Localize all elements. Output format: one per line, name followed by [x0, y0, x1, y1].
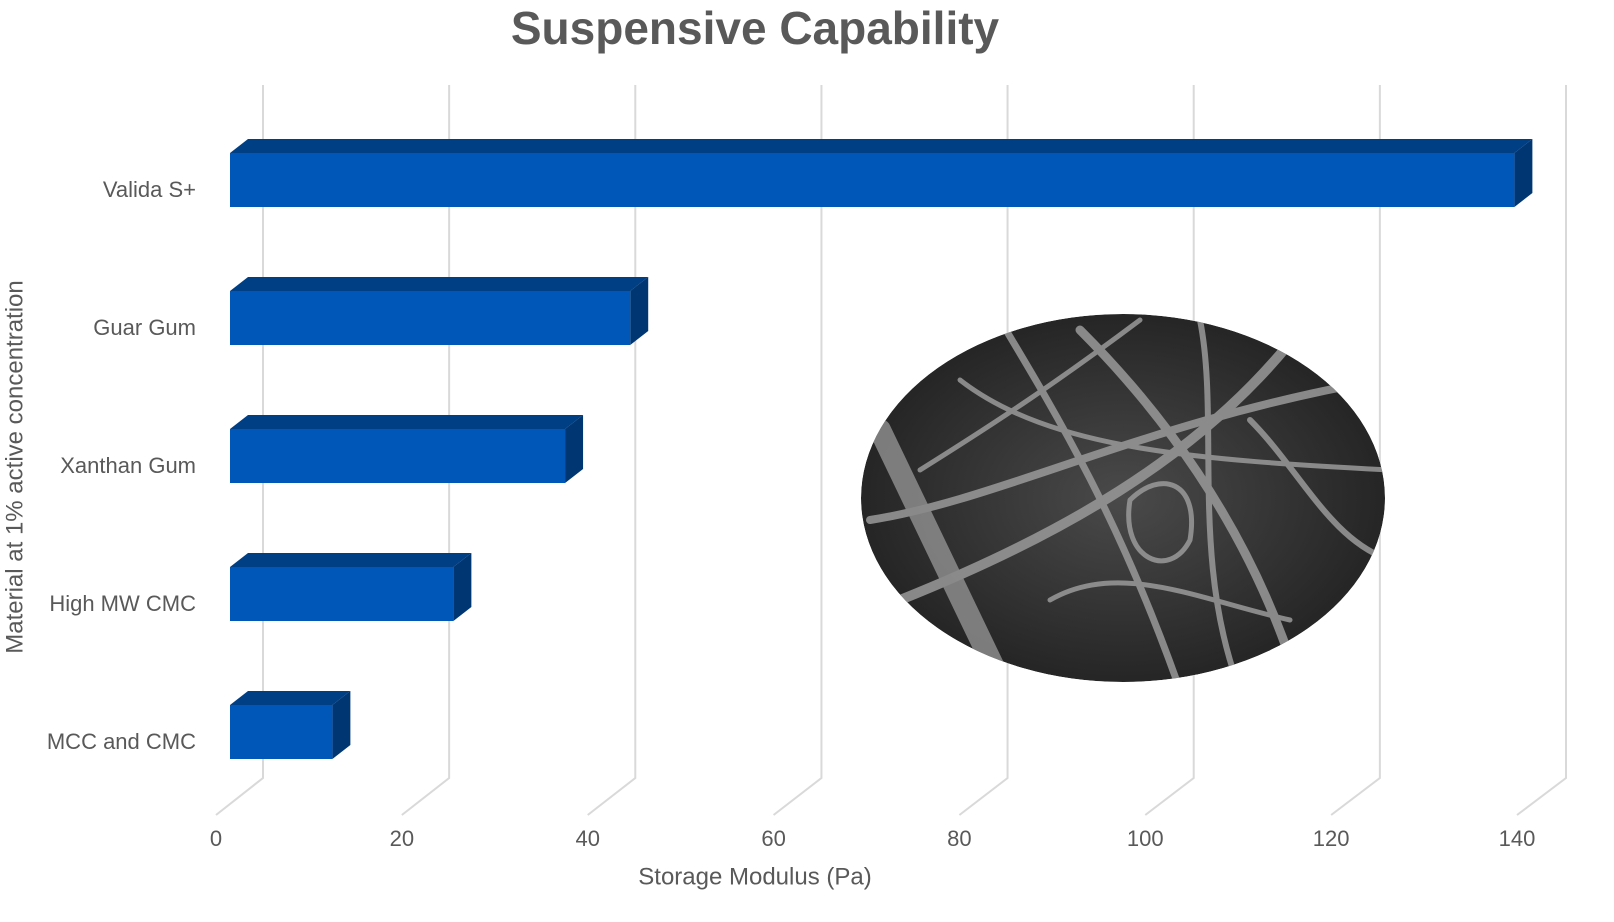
x-tick-label: 0	[210, 826, 222, 851]
grid-line	[1144, 85, 1195, 816]
grid-line	[958, 85, 1009, 816]
bar-front	[230, 567, 454, 621]
bar-side	[453, 553, 472, 621]
y-axis-label: Material at 1% active concentration	[1, 280, 28, 654]
chart-title: Suspensive Capability	[511, 2, 1000, 54]
bar-front	[230, 291, 631, 345]
grid: 0 20 40 60 80 100 120 140	[210, 85, 1567, 851]
bar	[230, 691, 351, 759]
bar	[230, 139, 1533, 207]
bar	[230, 553, 472, 621]
bar-top	[230, 415, 584, 429]
y-tick-label: Valida S+	[103, 177, 196, 202]
y-tick-label: MCC and CMC	[47, 729, 196, 754]
x-axis-label: Storage Modulus (Pa)	[638, 863, 871, 890]
bar-front	[230, 153, 1515, 207]
bar	[230, 277, 649, 345]
x-tick-label: 120	[1313, 826, 1350, 851]
y-tick-label: Guar Gum	[93, 315, 196, 340]
bar-top	[230, 691, 351, 705]
bar-side	[565, 415, 584, 483]
bar-front	[230, 705, 333, 759]
bar-front	[230, 429, 566, 483]
x-tick-label: 80	[947, 826, 971, 851]
y-tick-label: Xanthan Gum	[60, 453, 196, 478]
grid-line	[1330, 85, 1381, 816]
x-tick-label: 60	[761, 826, 785, 851]
bar-top	[230, 553, 472, 567]
grid-line	[772, 85, 823, 816]
grid-line	[1516, 85, 1567, 816]
bar-side	[1514, 139, 1533, 207]
x-tick-label: 100	[1127, 826, 1164, 851]
bar-side	[630, 277, 649, 345]
sem-image	[861, 314, 1385, 682]
bar-top	[230, 277, 649, 291]
y-tick-label: High MW CMC	[49, 591, 196, 616]
x-tick-label: 20	[390, 826, 414, 851]
bar	[230, 415, 584, 483]
bars: Valida S+ Guar Gum Xanthan Gum High MW CMC M…	[47, 139, 1533, 759]
bar-top	[230, 139, 1533, 153]
bar-side	[332, 691, 351, 759]
x-tick-label: 40	[575, 826, 599, 851]
x-tick-label: 140	[1499, 826, 1536, 851]
